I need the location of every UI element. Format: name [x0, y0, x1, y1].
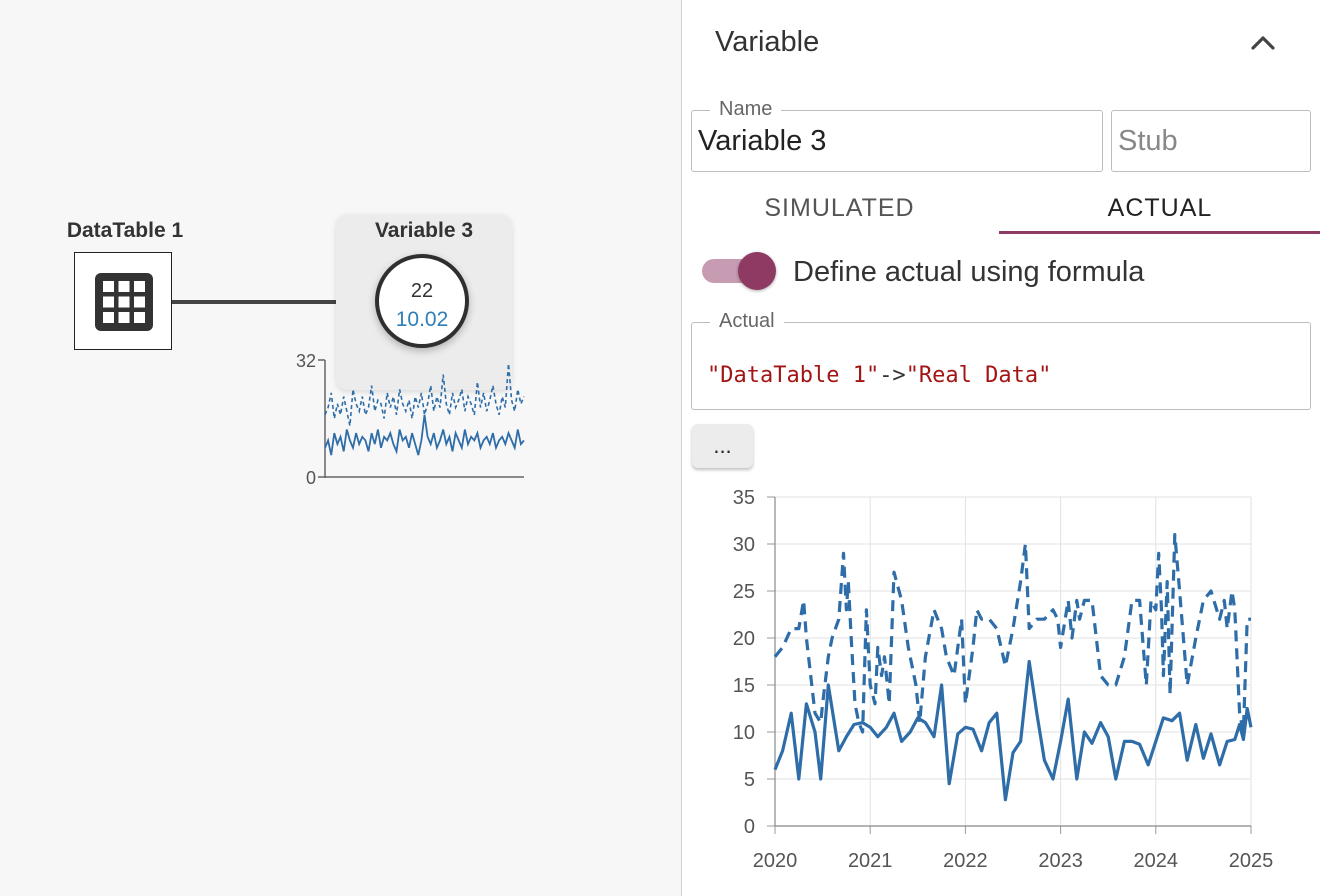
- formula-text[interactable]: "DataTable 1"->"Real Data": [707, 363, 1051, 388]
- formula-toggle[interactable]: [702, 252, 776, 290]
- x-tick-label: 2022: [943, 850, 988, 872]
- toggle-label: Define actual using formula: [793, 256, 1145, 288]
- actual-value: 10.02: [395, 308, 449, 331]
- dashed-series-line: [773, 533, 1251, 734]
- name-field-label: Name: [710, 98, 782, 121]
- sparkline-dashed-series: [324, 363, 525, 426]
- sparkline-solid-series: [324, 414, 525, 456]
- more-options-button[interactable]: ...: [692, 424, 753, 468]
- panel-title: Variable: [715, 26, 820, 58]
- variable-value-circle[interactable]: 22 10.02: [375, 254, 469, 348]
- y-tick-label: 0: [744, 816, 755, 838]
- y-tick-label: 30: [733, 534, 755, 556]
- name-field[interactable]: Name: [691, 98, 1103, 172]
- solid-series-line: [773, 659, 1253, 802]
- x-tick-label: 2021: [848, 850, 893, 872]
- table-grid-icon: [95, 273, 153, 331]
- x-tick-label: 2023: [1038, 850, 1083, 872]
- sparkline-ymax-label: 32: [296, 351, 316, 371]
- formula-operator: ->: [879, 363, 906, 388]
- formula-column-ref: "Real Data": [905, 363, 1052, 388]
- datatable-node[interactable]: [74, 252, 172, 350]
- y-tick-label: 5: [744, 769, 755, 791]
- stub-field[interactable]: [1111, 110, 1311, 172]
- toggle-knob: [738, 252, 776, 290]
- actual-field-label: Actual: [710, 310, 784, 333]
- simulated-value: 22: [410, 280, 434, 302]
- variable-sparkline: 32 0: [296, 351, 525, 488]
- y-tick-label: 10: [733, 722, 755, 744]
- tab-simulated[interactable]: SIMULATED: [764, 194, 915, 222]
- actual-formula-field[interactable]: Actual "DataTable 1"->"Real Data": [691, 310, 1311, 410]
- tab-actual[interactable]: ACTUAL: [999, 194, 1320, 234]
- formula-table-ref: "DataTable 1": [707, 363, 880, 388]
- name-input[interactable]: [698, 121, 1096, 161]
- y-tick-label: 15: [733, 675, 755, 697]
- variable-panel: Variable Name SIMULATED ACTUAL Define ac…: [681, 0, 1320, 896]
- x-tick-label: 2024: [1134, 850, 1179, 872]
- y-tick-label: 35: [733, 487, 755, 509]
- variable-node-title: Variable 3: [374, 219, 474, 242]
- y-tick-label: 20: [733, 628, 755, 650]
- stub-input[interactable]: [1118, 121, 1304, 161]
- y-tick-label: 25: [733, 581, 755, 603]
- x-tick-label: 2025: [1229, 850, 1274, 872]
- chevron-up-icon[interactable]: [1248, 30, 1278, 54]
- chart-series: [773, 533, 1253, 802]
- sparkline-ymin-label: 0: [306, 468, 316, 488]
- datatable-node-title: DataTable 1: [66, 219, 184, 242]
- x-tick-label: 2020: [753, 850, 798, 872]
- model-canvas[interactable]: DataTable 1 Variable 3 32 0 22 10.02: [0, 0, 680, 896]
- chart-grid: [774, 496, 1252, 827]
